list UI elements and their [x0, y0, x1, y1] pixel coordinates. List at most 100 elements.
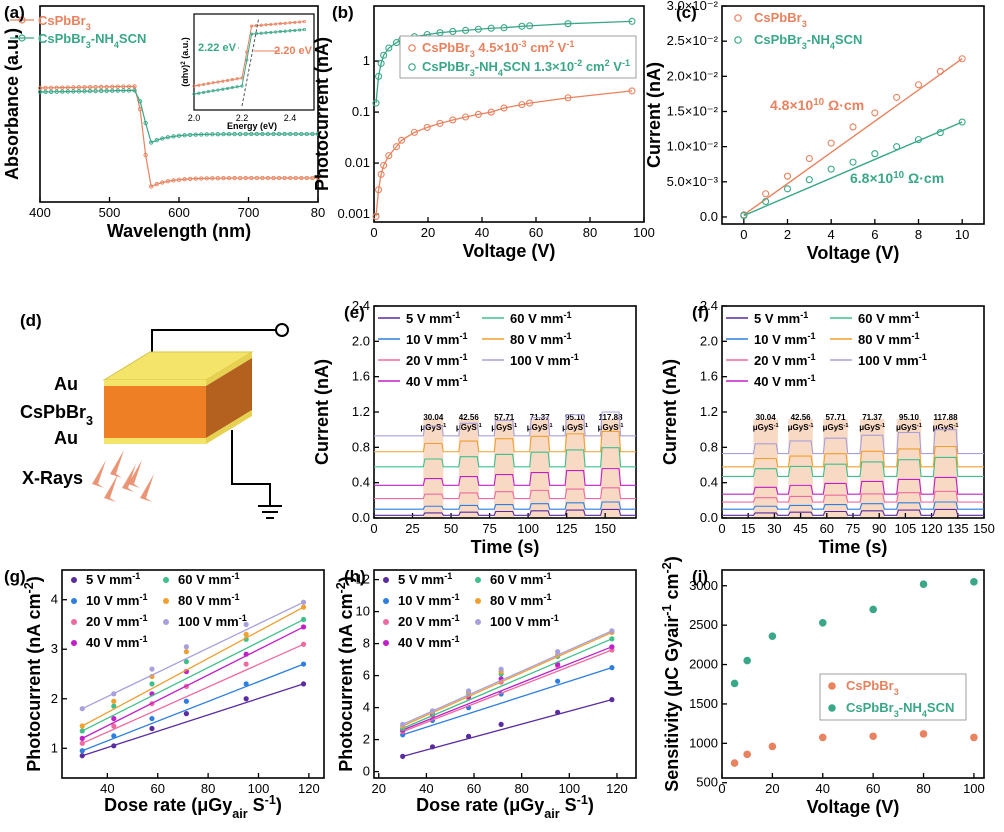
- inset-cspbbr3-curve-marker: [211, 81, 215, 85]
- panel-g-series-6-point: [183, 644, 189, 650]
- panel-b-series-1-marker: [377, 59, 385, 67]
- panel-f-y-tick-label: 0.0: [700, 510, 718, 525]
- panel-e: 30.04μGyS-142.56μGyS-157.71μGyS-171.37μG…: [312, 298, 637, 557]
- inset-nh4scn-curve-marker: [240, 84, 244, 88]
- panel-g-series-0-point: [183, 711, 189, 717]
- legend-entry: CsPbBr3 4.5×10-3 cm2 V-1: [422, 39, 574, 59]
- panel-a-nh4scn-marker: [37, 89, 43, 95]
- inset-x-axis-label: Energy (eV): [227, 121, 277, 131]
- panel-a-nh4scn-marker: [54, 89, 59, 94]
- panel-c-y-tick-label: 2.0×10⁻²: [667, 68, 719, 83]
- panel-b-series-0-marker: [518, 101, 526, 109]
- panel-g-series-3-point: [79, 735, 85, 741]
- panel-g-series-3-point: [243, 651, 249, 657]
- panel-g-series-4-point: [183, 659, 189, 665]
- legend-entry: 100 V mm-1: [490, 613, 559, 629]
- panel-b-x-tick-label: 80: [583, 225, 597, 240]
- dose-unit-label: μGyS-1: [859, 423, 885, 432]
- inset-cspbbr3-curve-marker: [250, 24, 254, 28]
- panel-b-series-0-marker: [487, 108, 495, 116]
- panel-letter-g: (g): [4, 567, 26, 586]
- panel-f-series-1-trace: [722, 501, 984, 510]
- panel-a-cspbbr3-marker: [160, 180, 165, 185]
- panel-i-series-1-point: [743, 656, 751, 665]
- panel-a-cspbbr3-marker: [215, 176, 221, 181]
- panel-g-x-tick-label: 120: [298, 781, 320, 796]
- panel-h-fit-line: [402, 666, 613, 736]
- panel-h-series-4-point: [609, 636, 615, 642]
- legend-marker: [18, 34, 26, 42]
- panel-a-nh4scn-marker: [71, 89, 76, 94]
- panel-h-fit-line: [402, 698, 613, 758]
- panel-g-fit-line: [81, 643, 304, 744]
- panel-b-series-0-marker: [423, 123, 431, 131]
- panel-a-nh4scn-marker: [226, 131, 232, 137]
- panel-f-y-tick-label: 2.0: [700, 333, 718, 348]
- panel-h-series-0-point: [555, 709, 561, 716]
- legend-marker: [71, 640, 77, 646]
- panel-letter-e: (e): [344, 303, 365, 322]
- legend-entry: 20 V mm-1: [754, 352, 816, 368]
- dose-value-label: 95.10: [565, 413, 586, 422]
- panel-a-cspbbr3-marker: [154, 182, 159, 187]
- panel-c-series-0-marker: [849, 123, 857, 131]
- plot-frame: [373, 569, 637, 779]
- panel-a-cspbbr3-marker: [243, 175, 248, 181]
- panel-g-series-6-point: [243, 621, 249, 628]
- legend-entry: CsPbBr3: [38, 13, 91, 32]
- panel-g-series-1-point: [79, 748, 85, 754]
- inset-nh4scn-curve-marker: [293, 28, 297, 32]
- panel-a-cspbbr3-marker: [99, 84, 104, 90]
- panel-a-cspbbr3-marker: [87, 84, 93, 90]
- legend-marker: [71, 577, 77, 583]
- panel-a-nh4scn-marker: [299, 131, 304, 137]
- panel-b-series-0-marker: [526, 99, 534, 107]
- inset-x-tick-label: 2.2: [236, 113, 249, 123]
- panel-e-y-tick-label: 0.4: [352, 475, 370, 490]
- panel-b-series-1-marker: [375, 72, 383, 80]
- panel-b-series-0-marker: [410, 128, 418, 136]
- panel-a-cspbbr3-marker: [149, 184, 154, 189]
- panel-b-y-tick-label: 0.001: [337, 206, 370, 221]
- dose-unit-label: μGyS-1: [456, 423, 482, 432]
- panel-a-cspbbr3-marker: [249, 175, 254, 181]
- panel-i-series-0-point: [919, 730, 928, 738]
- inset-nh4scn-curve-marker: [259, 31, 263, 35]
- panel-letter-h: (h): [344, 567, 366, 586]
- panel-c-series-1-marker: [871, 150, 879, 158]
- panel-a-cspbbr3-marker: [282, 175, 287, 181]
- panel-g-series-4-point: [79, 728, 85, 734]
- panel-h-series-1-point: [609, 665, 615, 671]
- panel-f-y-tick-label: 0.8: [700, 439, 718, 454]
- xray-arrow: [92, 460, 106, 488]
- dose-shade: [529, 419, 550, 518]
- panel-a-nh4scn-marker: [243, 131, 248, 137]
- panel-i-series-1-point: [919, 580, 928, 588]
- panel-h-series-6-point: [429, 708, 436, 714]
- panel-a-cspbbr3-marker: [221, 175, 226, 181]
- panel-a-nh4scn-marker: [232, 131, 237, 137]
- panel-i-x-tick-label: 20: [765, 781, 779, 796]
- panel-h-series-0-point: [429, 744, 436, 750]
- panel-a-nh4scn-marker: [48, 89, 54, 94]
- panel-a-cspbbr3-marker: [299, 175, 304, 181]
- panel-b-series-0-marker: [474, 110, 482, 118]
- inset-nh4scn-curve-marker: [283, 29, 287, 33]
- panel-h-y-tick-label: 6: [363, 668, 370, 683]
- panel-b-series-1-marker: [372, 99, 380, 107]
- panel-f-legend: 5 V mm-1 60 V mm-1 10 V mm-1 80 V mm-1 20 V …: [726, 310, 927, 389]
- panel-i-series-0-point: [869, 732, 877, 741]
- panel-b-y-tick-label: 1: [363, 53, 370, 68]
- legend-marker: [734, 14, 742, 22]
- inset-y-axis-label: (αhν)2 (a.u.): [180, 37, 191, 87]
- panel-b: 0 20 40 60 80 100 0.001 0.01 0.1 1 Voltage (V) Phot…: [312, 5, 655, 261]
- panel-f-series-5-trace: [722, 445, 984, 468]
- panel-f-x-tick-label: 60: [820, 521, 834, 536]
- panel-g-series-0-point: [243, 696, 249, 702]
- xray-arrow: [110, 450, 124, 478]
- panel-i-series-1-point: [768, 632, 777, 640]
- legend-entry: 60 V mm-1: [490, 571, 552, 587]
- panel-a-nh4scn-marker: [187, 132, 193, 138]
- panel-a-cspbbr3-marker: [271, 175, 276, 181]
